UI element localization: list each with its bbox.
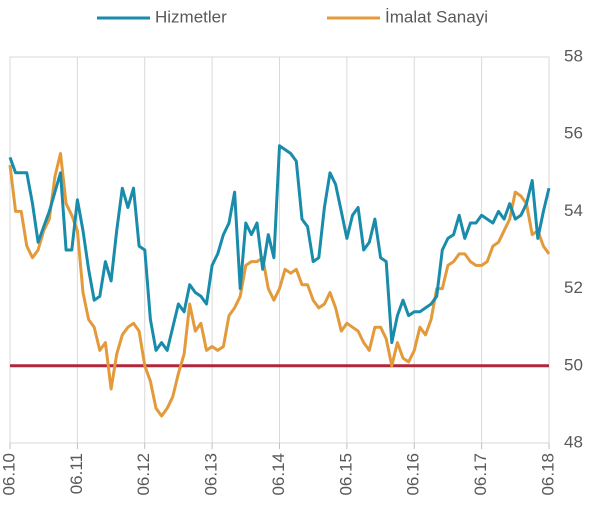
x-tick-label: 06.14 [269, 453, 288, 496]
series-line [8, 144, 551, 352]
y-tick-label: 54 [564, 201, 583, 220]
x-tick-label: 06.12 [134, 453, 153, 496]
x-tick-label: 06.13 [202, 453, 221, 496]
y-tick-label: 50 [564, 355, 583, 374]
y-tick-label: 52 [564, 278, 583, 297]
x-tick-label: 06.17 [471, 453, 490, 496]
x-tick-label: 06.16 [404, 453, 423, 496]
y-tick-label: 58 [564, 46, 583, 65]
legend-label: İmalat Sanayi [385, 7, 488, 26]
legend-label: Hizmetler [155, 7, 227, 26]
x-tick-label: 06.18 [538, 453, 557, 496]
x-tick-label: 06.10 [0, 453, 18, 496]
x-tick-label: 06.11 [67, 453, 86, 494]
series-line [8, 152, 551, 418]
y-tick-label: 48 [564, 432, 583, 451]
x-tick-label: 06.15 [336, 453, 355, 496]
y-tick-label: 56 [564, 124, 583, 143]
